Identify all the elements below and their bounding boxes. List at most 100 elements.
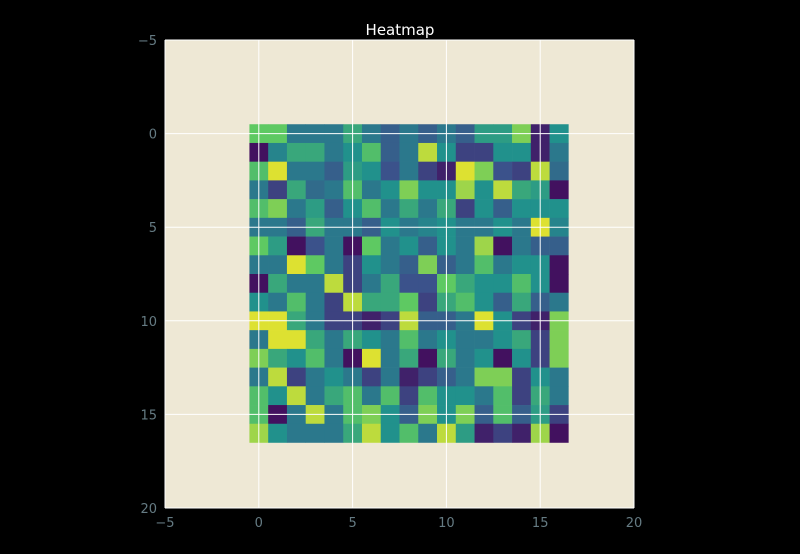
heatmap-cell [268,330,288,350]
heatmap-cell [361,255,382,275]
x-tick-label: 10 [438,516,455,531]
heatmap-cell [305,255,325,275]
heatmap-cell [380,161,400,181]
heatmap-cell [324,236,344,256]
heatmap-cell [512,292,532,312]
heatmap-cell [418,274,438,294]
heatmap-cell [268,348,288,368]
heatmap-cell [474,386,494,406]
y-axis: −5 0 5 10 15 20 [138,34,157,517]
heatmap-cell [549,423,569,443]
heatmap-cell [493,255,513,275]
heatmap-cell [268,199,288,219]
heatmap-cell [493,367,513,387]
heatmap-cell [493,292,513,312]
heatmap-cell [324,348,344,368]
heatmap-cell [380,423,400,443]
heatmap-cell [418,292,438,312]
heatmap-cell [380,330,400,350]
heatmap-cell [474,423,494,443]
y-tick-label: 5 [149,221,157,236]
heatmap-cell [474,161,494,181]
heatmap-cell [493,161,513,181]
heatmap-cell [380,199,400,219]
heatmap-cell [268,423,288,443]
heatmap-cell [305,161,325,181]
heatmap-cell [474,330,494,350]
heatmap-cell [305,292,325,312]
heatmap-cell [286,161,306,181]
heatmap-cell [418,386,438,406]
heatmap-cell [549,386,569,406]
heatmap-cell [361,161,382,181]
heatmap-cell [512,330,532,350]
heatmap-cell [493,386,513,406]
heatmap-cell [380,142,400,162]
heatmap-cell [455,330,475,350]
heatmap-cell [324,367,344,387]
heatmap-cell [399,367,419,387]
heatmap-cell [455,292,475,312]
heatmap-cell [305,348,325,368]
heatmap-cell [286,142,306,162]
heatmap-cell [305,236,325,256]
heatmap-cell [305,274,325,294]
heatmap-cell [512,255,532,275]
heatmap-cell [474,236,494,256]
heatmap-cell [361,142,382,162]
x-tick-label: 15 [532,516,549,531]
heatmap-cell [512,367,532,387]
heatmap-cell [380,292,400,312]
heatmap-cell [380,386,400,406]
heatmap-cell [399,330,419,350]
heatmap-cell [324,199,344,219]
heatmap-cell [305,367,325,387]
heatmap-cell [455,180,475,200]
heatmap-cell [305,386,325,406]
heatmap-cell [455,236,475,256]
heatmap-cell [418,180,438,200]
heatmap-cell [493,330,513,350]
heatmap-cell [286,292,306,312]
heatmap-cell [549,255,569,275]
heatmap-cell [418,161,438,181]
x-tick-label: 5 [348,516,356,531]
heatmap-cell [512,348,532,368]
heatmap-cell [455,386,475,406]
heatmap-cell [305,180,325,200]
heatmap-cell [305,330,325,350]
heatmap-cell [399,180,419,200]
heatmap-cell [268,292,288,312]
heatmap-cell [361,274,382,294]
heatmap-cell [474,274,494,294]
heatmap-cell [286,199,306,219]
heatmap-cell [324,386,344,406]
heatmap-cell [268,161,288,181]
heatmap-cell [512,423,532,443]
heatmap-cell [493,348,513,368]
heatmap-cell [324,292,344,312]
y-tick-label: 15 [140,408,157,423]
heatmap-cell [549,348,569,368]
heatmap-cell [268,255,288,275]
y-tick-label: 10 [140,315,157,330]
y-tick-label: −5 [138,34,157,49]
y-tick-label: 0 [149,128,157,143]
heatmap-cell [418,367,438,387]
heatmap-cell [455,423,475,443]
x-tick-label: 20 [626,516,643,531]
heatmap-cell [324,161,344,181]
heatmap-cell [380,236,400,256]
heatmap-cell [399,423,419,443]
heatmap-cell [361,330,382,350]
heatmap-cell [305,199,325,219]
x-tick-label: −5 [155,516,174,531]
heatmap-cell [324,142,344,162]
heatmap-cell [474,292,494,312]
x-tick-label: 0 [255,516,263,531]
heatmap-cell [361,367,382,387]
heatmap-cell [549,274,569,294]
heatmap-cell [361,180,382,200]
